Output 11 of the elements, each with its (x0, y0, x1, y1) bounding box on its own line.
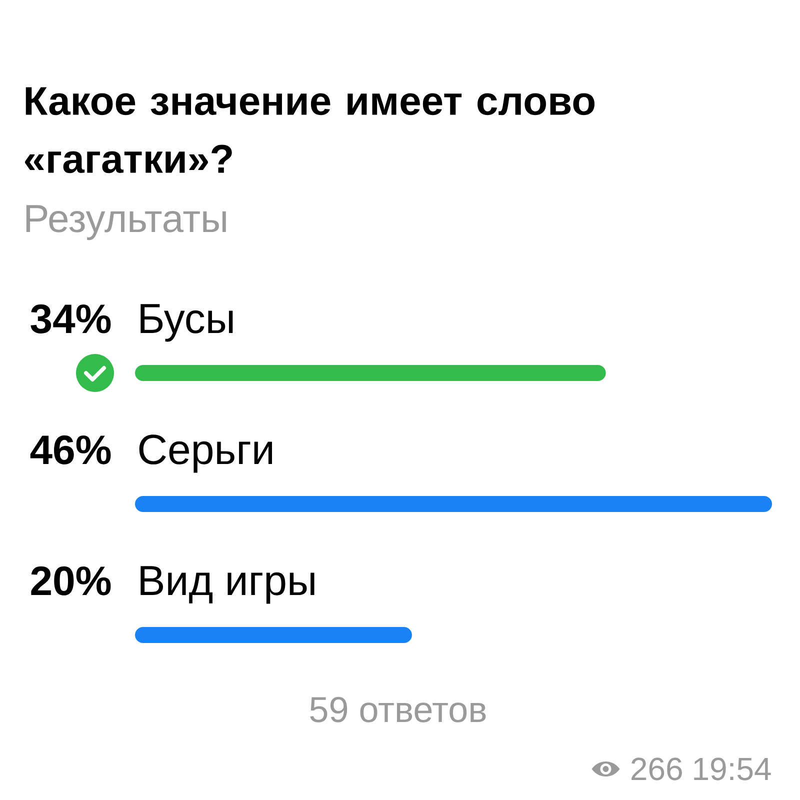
chart-subtitle: Результаты (26, 205, 226, 240)
data-label: 34% (30, 304, 111, 334)
data-label: 46% (30, 435, 111, 464)
data-label: 20% (31, 566, 111, 596)
text: 59 ответов (310, 696, 486, 722)
y-tick-label: Бусы (140, 304, 233, 342)
text: 19:54 (694, 758, 771, 780)
text: 266 (632, 758, 682, 780)
y-tick-label: Вид игры (140, 566, 314, 604)
chart-title: Какое значение имеет слово «гагатки»? (25, 87, 595, 174)
y-tick-label: Серьги (139, 434, 272, 473)
